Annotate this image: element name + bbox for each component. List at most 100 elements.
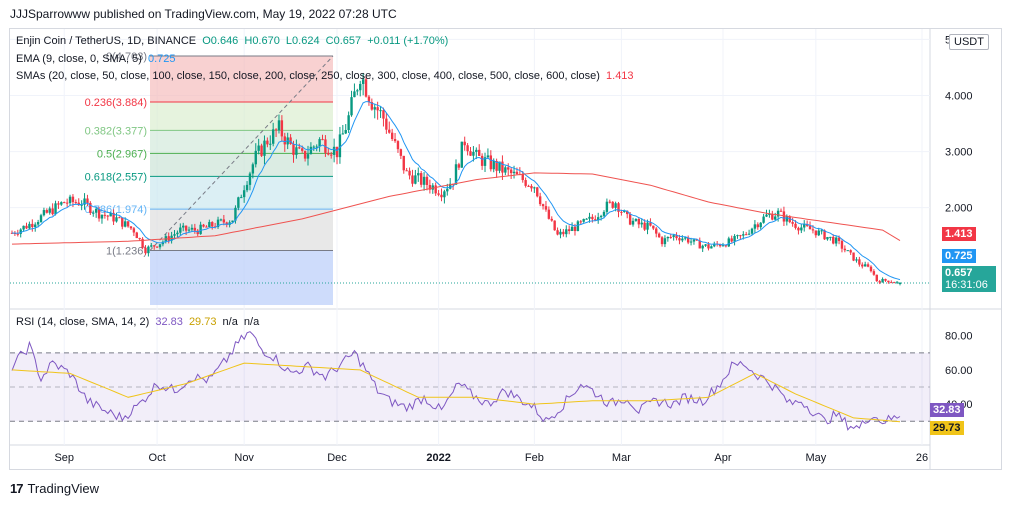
fib-level-label: 0.618(2.557) [85,171,147,183]
candle-body [861,264,864,267]
candle-body [184,225,188,231]
candle-body [675,235,678,239]
candle-body [559,231,562,235]
candle-body [295,147,298,155]
candle-body [721,245,725,247]
candle-body [594,219,597,221]
candle-body [646,222,649,230]
candle-body [550,218,553,221]
candle-body [254,150,257,165]
candle-body [48,208,51,213]
candle-body [118,217,121,219]
price-tick-label: 3.000 [945,147,973,159]
published-header: JJJSparrowww published on TradingView.co… [10,7,397,21]
candle-body [742,234,745,236]
candle-body [68,196,72,204]
currency-button[interactable]: USDT [949,34,989,50]
candle-body [489,155,493,170]
candle-body [704,244,707,246]
last-price-tag: 0.657 16:31:06 [942,266,996,292]
candle-body [25,225,28,229]
candle-body [179,227,182,233]
candle-body [866,264,870,267]
candle-body [31,223,34,227]
candle-body [834,237,838,244]
candle-body [585,218,588,220]
candle-body [626,210,629,215]
candle-body [713,243,716,247]
candle-body [97,208,101,219]
candle-body [390,132,394,140]
candle-body [495,161,498,171]
candle-body [330,154,333,156]
ema-label: EMA (9, close, 0, SMA, 5) [16,53,142,65]
candle-body [718,244,722,247]
candle-body [756,224,760,228]
candle-body [63,202,66,204]
candle-body [628,214,632,225]
rsi-label: RSI (14, close, SMA, 14, 2) [16,316,150,328]
candle-body [637,219,641,225]
candle-body [126,221,130,227]
candle-body [266,140,269,145]
candle-body [152,245,156,247]
candle-body [692,239,696,242]
fib-zone [150,130,333,154]
candle-body [419,173,423,185]
candle-body [39,215,43,223]
candle-body [303,150,307,159]
candle-body [440,194,443,198]
rsi-sma-line [11,362,901,423]
candle-body [376,107,379,111]
candle-body [335,146,339,158]
candle-body [240,197,243,199]
candle-body [849,250,852,253]
candle-body [695,239,699,241]
candle-body [242,190,246,198]
candle-body [492,161,495,170]
candle-body [800,227,803,231]
candle-body [347,115,350,131]
fib-level-label: 0.236(3.884) [85,97,147,109]
candle-body [701,245,704,249]
candle-body [283,136,286,145]
candle-body [138,238,141,240]
candle-body [327,152,330,155]
candle-body [341,133,345,135]
main-legend: Enjin Coin / TetherUS, 1D, BINANCE O0.64… [16,35,451,47]
candle-body [405,170,408,172]
tradingview-brand[interactable]: 17 TradingView [10,481,99,496]
candle-body [448,183,452,189]
candle-body [312,146,316,148]
candle-body [263,140,266,156]
candle-body [599,215,603,218]
candle-body [733,235,736,242]
candle-body [837,237,841,242]
candle-body [823,230,826,240]
candle-body [428,184,432,190]
candle-body [271,129,275,144]
candle-body [747,233,751,235]
candle-body [205,226,208,228]
candle-body [750,228,754,234]
fib-zone [150,209,333,251]
time-tick-label: 2022 [426,452,450,464]
close-value: C0.657 [325,35,362,47]
candle-body [544,206,548,210]
candle-body [121,217,124,227]
rsi-sma-price-tag: 29.73 [930,421,964,435]
candle-body [306,154,310,159]
rsi-tick-label: 60.00 [945,365,973,377]
candle-body [80,204,83,206]
rsi-legend: RSI (14, close, SMA, 14, 2) 32.83 29.73 … [16,316,262,328]
candle-body [65,202,69,204]
candle-body [472,151,475,156]
time-tick-label: 26 [916,452,928,464]
candle-body [863,264,867,267]
candle-body [556,230,559,235]
candle-body [730,238,733,242]
candle-body [710,246,713,249]
candle-body [576,221,580,232]
candle-body [649,222,652,226]
